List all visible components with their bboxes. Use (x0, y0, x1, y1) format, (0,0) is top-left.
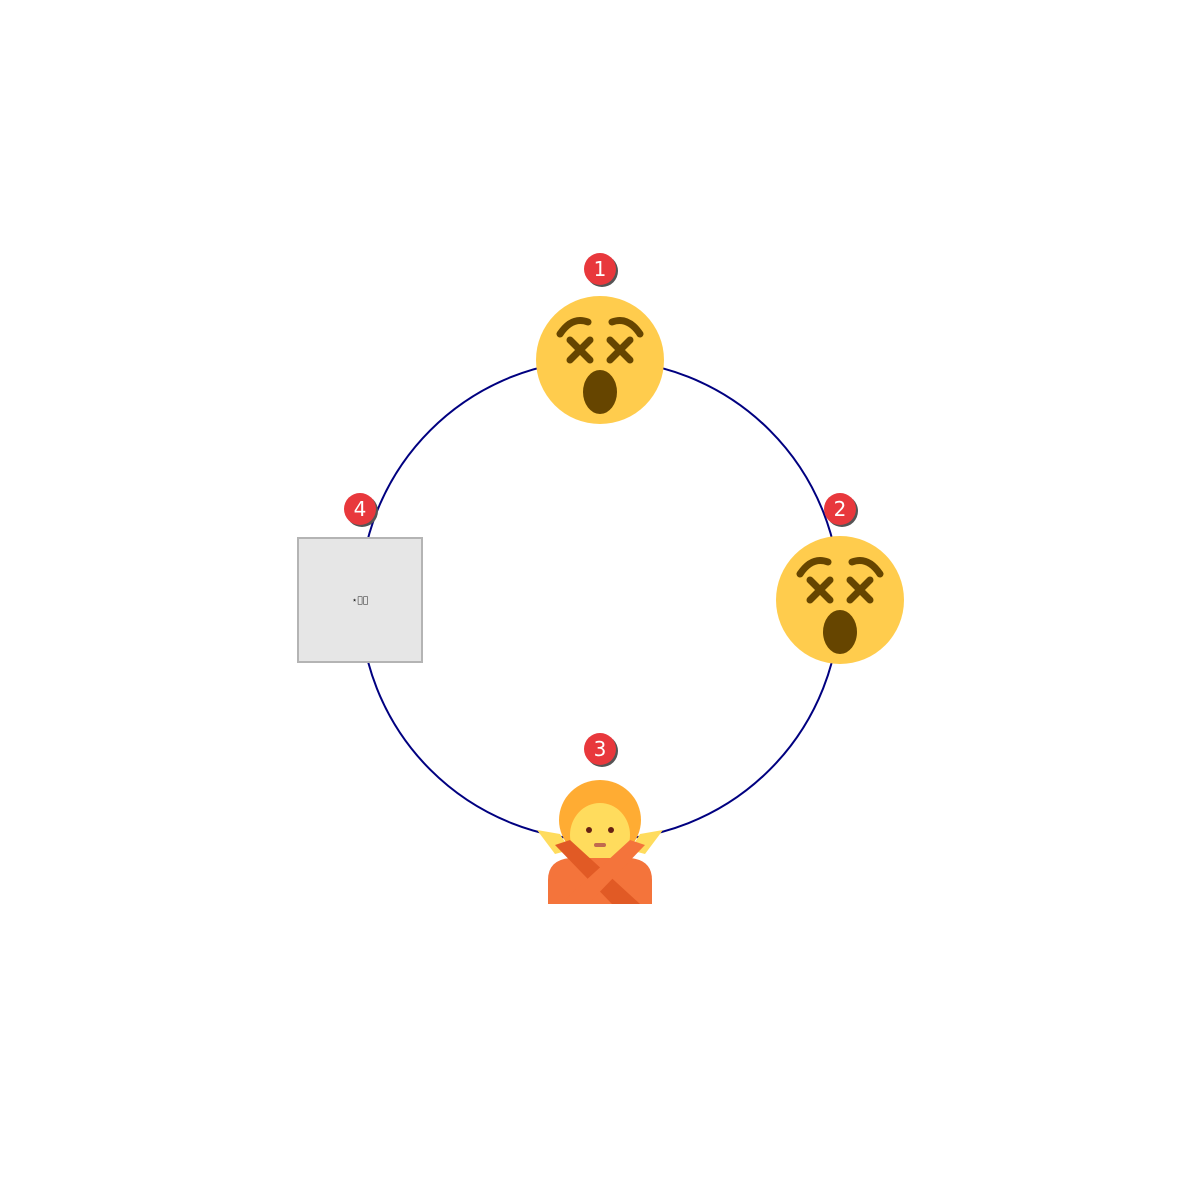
image-placeholder-box (297, 537, 423, 663)
badge-4: 4 (344, 493, 378, 527)
badge-1-number: 1 (594, 257, 607, 281)
node-4: ⋆⃣⃣ (297, 537, 423, 663)
dizzy-face-icon (536, 296, 664, 424)
placeholder-text: ⋆⃣⃣ (352, 596, 368, 606)
badge-3-number: 3 (594, 737, 607, 761)
dizzy-face-icon (776, 536, 904, 664)
node-2 (776, 536, 904, 664)
badge-3: 3 (584, 733, 618, 767)
badge-2-number: 2 (834, 497, 847, 521)
node-1 (536, 296, 664, 424)
node-3 (537, 780, 663, 904)
cycle-ring (359, 359, 841, 841)
badge-4-number: 4 (354, 497, 367, 521)
badge-2: 2 (824, 493, 858, 527)
person-gesturing-no-icon (537, 780, 663, 904)
badge-1: 1 (584, 253, 618, 287)
